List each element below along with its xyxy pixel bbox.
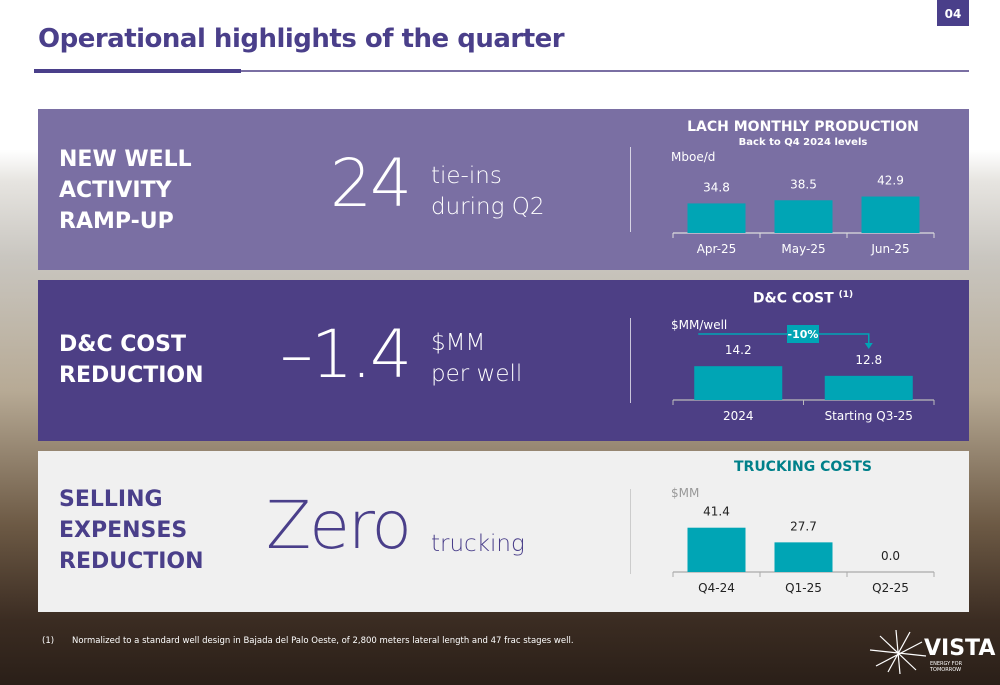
bar: [774, 200, 833, 233]
data-label: 38.5: [790, 177, 817, 191]
category-label: Q1-25: [785, 581, 822, 595]
big-number-caption: trucking: [431, 531, 525, 557]
footnote: (1) Normalized to a standard well design …: [42, 636, 592, 646]
bar: [687, 203, 746, 233]
panel-selling-expenses: SELLING EXPENSES REDUCTION Zero trucking…: [38, 451, 969, 612]
reduction-badge: [787, 325, 819, 343]
chart-trucking-costs: 41.4 Q4-24 27.7 Q1-25 0.0 Q2-25: [672, 505, 935, 595]
divider: [630, 147, 631, 232]
data-label: 0.0: [881, 549, 900, 563]
arrow-down-icon: [864, 343, 873, 349]
data-label: 42.9: [877, 174, 904, 188]
star-burst-icon: [869, 629, 927, 675]
data-label: 41.4: [703, 505, 730, 519]
category-label: Apr-25: [697, 242, 737, 256]
chart-title: D&C COST (1): [638, 290, 968, 307]
panel-dc-cost: D&C COST REDUCTION –1.4 $MM per well D&C…: [38, 280, 969, 441]
bar: [694, 366, 783, 400]
big-number: 24: [330, 145, 412, 222]
category-label: Q2-25: [872, 581, 909, 595]
page-title: Operational highlights of the quarter: [38, 24, 565, 54]
chart-lach-production: 34.8 Apr-25 38.5 May-25 42.9 Jun-25: [672, 174, 935, 256]
footnote-ref: (1): [838, 290, 854, 300]
panel-heading: NEW WELL ACTIVITY RAMP-UP: [59, 147, 192, 234]
category-label: 2024: [723, 409, 754, 423]
title-rule-accent: [34, 69, 241, 73]
big-number-caption: tie-ins during Q2: [431, 163, 545, 220]
bar: [687, 527, 746, 572]
chart-unit: Mboe/d: [671, 150, 716, 164]
divider: [630, 489, 631, 574]
bar: [774, 542, 833, 572]
panel-heading: D&C COST REDUCTION: [59, 332, 204, 388]
chart-unit: $MM: [671, 486, 700, 500]
category-label: May-25: [781, 242, 825, 256]
data-label: 34.8: [703, 180, 730, 194]
big-number: –1.4: [280, 316, 412, 393]
vista-logo: VISTA ENERGY FOR TOMORROW: [866, 628, 995, 678]
chart-dc-cost: 14.2 2024 12.8 Starting Q3-25 -10%: [672, 325, 935, 423]
logo-tagline: ENERGY FOR TOMORROW: [930, 661, 963, 673]
chart-unit: $MM/well: [671, 318, 728, 332]
bar: [861, 196, 920, 233]
panel-new-well-activity: NEW WELL ACTIVITY RAMP-UP 24 tie-ins dur…: [38, 109, 969, 270]
page-number: 04: [937, 0, 969, 26]
data-label: 12.8: [855, 353, 882, 367]
big-number: Zero: [266, 487, 412, 564]
category-label: Jun-25: [870, 242, 909, 256]
big-number-caption: $MM per well: [431, 330, 523, 387]
panel-heading: SELLING EXPENSES REDUCTION: [59, 487, 204, 574]
data-label: 14.2: [725, 343, 752, 357]
chart-title: LACH MONTHLY PRODUCTION: [687, 119, 919, 135]
category-label: Q4-24: [698, 581, 735, 595]
footnote-text: Normalized to a standard well design in …: [72, 636, 574, 646]
title-rule: [34, 70, 969, 72]
data-label: 27.7: [790, 519, 817, 533]
bar: [824, 375, 913, 400]
reduction-arrow-line: [698, 333, 870, 344]
category-label: Starting Q3-25: [825, 409, 913, 423]
divider: [630, 318, 631, 403]
logo-text: VISTA: [924, 636, 996, 661]
chart-subtitle: Back to Q4 2024 levels: [738, 137, 868, 148]
footnote-marker: (1): [42, 636, 55, 646]
chart-title: TRUCKING COSTS: [733, 459, 872, 475]
chart-title-text: D&C COST: [752, 290, 834, 307]
reduction-badge-text: -10%: [788, 328, 819, 341]
